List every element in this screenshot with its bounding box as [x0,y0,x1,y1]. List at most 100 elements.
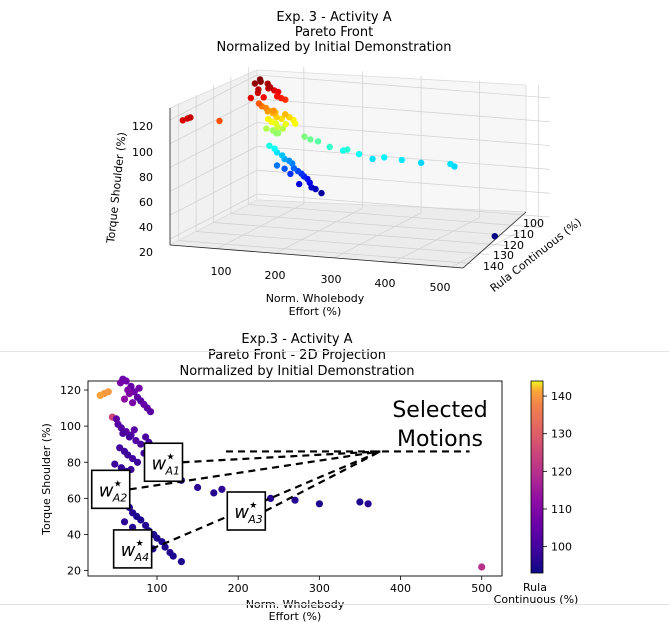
scatter-3d-point [355,150,363,158]
selected-motion-w: w [99,480,114,501]
grid-line-3d [213,222,507,246]
scatter-2d-point [119,429,127,437]
scatter-2d-point [96,391,104,399]
scatter-2d-point [137,516,145,524]
grid-line-3d [169,122,258,168]
x3d-axis-label-line-1: Norm. Wholebody [266,292,365,305]
pane-side [256,69,527,213]
scatter-2d-point [161,543,169,551]
z-tick-label: 40 [139,221,153,234]
scatter-2d-point [122,377,130,385]
z-tick-label: 80 [139,171,153,184]
selected-motion-w: w [234,502,249,523]
scatter-2d-point [210,489,218,497]
scatter-2d-point [120,395,129,403]
scatter-2d-point [142,521,150,530]
scatter-2d-point [169,552,177,560]
selected-motion-label: w ★ A4 [112,529,153,569]
scatter-3d-point [398,156,405,164]
selected-motion-star: ★ [249,501,257,511]
grid-line-3d [169,146,258,192]
scatter-3d-point [307,136,314,143]
selected-motions-line-2: Motions [397,427,483,452]
scatter-2d-point [218,485,226,493]
selected-motion-star: ★ [166,452,174,462]
grid-line-3d [256,193,551,218]
selected-motion-star: ★ [136,539,144,549]
scatter-3d-point [216,117,223,125]
x3d-axis-label-line-2: Effort (%) [289,305,342,318]
scatter-2d-point [135,384,143,392]
scatter-3d-point [278,115,285,123]
selected-motion-sub: A3 [247,513,263,526]
scatter-3d-point [290,165,298,172]
y3d-tick-label: 120 [503,239,524,252]
scatter-2d-point [117,424,125,432]
scatter-3d-point [279,152,286,159]
axis-3d-x-edge [169,244,464,269]
y3d-tick-label: 100 [523,217,544,230]
scatter-3d-point [314,138,322,145]
scatter-2d-point [104,388,112,396]
y-tick-label: 40 [67,528,81,541]
scatter-3d-point [187,114,194,121]
grid-line-3d [248,204,542,228]
divider-line [0,604,669,605]
grid-line-3d [169,98,258,145]
scatter-3d-point [273,162,281,169]
colorbar-label-line-2: Continuous (%) [494,593,579,606]
chart-3d-title-line-2: Pareto Front [295,25,373,40]
scatter-2d-point [291,496,299,504]
scatter-3d-point [266,142,273,149]
x-tick-label: 200 [228,582,249,595]
grid-line-3d [256,122,551,146]
selected-motion-box [90,469,131,510]
chart-3d: Exp. 3 - Activity A Pareto Front Normali… [104,10,584,318]
y3d-tick-label: 140 [483,260,504,273]
y3d-tick-label: 130 [493,249,514,262]
grid-line-3d [178,240,472,264]
grid-line-3d [230,213,524,237]
selected-motion-box [226,491,267,531]
scatter-2d-point [177,558,185,566]
grid-line-3d [169,169,258,216]
scatter-3d-point [275,129,282,137]
scatter-3d-point [344,146,351,153]
scatter-3d-point [381,154,388,161]
grid-3d [169,66,551,268]
scatter-2d-point [111,460,119,468]
x-tick-label: 400 [390,582,411,595]
x2d-axis-label: Norm. Wholebody Effort (%) [246,598,345,622]
scatter-3d-points [179,76,498,240]
selected-motions-line-1: Selected [392,398,487,423]
selected-motion-sub: A2 [112,491,128,504]
chart-3d-title-line-3: Normalized by Initial Demonstration [217,40,452,55]
selected-motion-w: w [121,540,136,561]
scatter-2d-point [146,408,155,416]
selected-motion-label: w ★ A3 [226,491,267,531]
axis-3d-y-edge [462,211,527,269]
scatter-3d-point [247,94,255,102]
y2d-axis-label: Torque Shoulder (%) [40,423,53,536]
x-tick-label: 100 [147,582,168,595]
scatter-2d-point [194,483,202,492]
scatter-3d-point [265,115,272,123]
selected-motion-star: ★ [114,479,122,489]
z-tick-label: 20 [139,246,153,259]
scatter-2d-point [129,455,137,463]
x2d-axis-label-line-2: Effort (%) [269,610,322,622]
scatter-2d-point [142,433,150,441]
scatter-2d-point [315,500,323,508]
scatter-3d-point [270,107,277,114]
selected-motion-w: w [151,453,166,474]
chart-2d-title-line-1: Exp.3 - Activity A [241,332,352,347]
colorbar-label-line-1: Rula [523,581,547,594]
z-tick-label: 60 [139,196,153,209]
colorbar-tick-label: 100 [551,541,572,554]
x3d-tick-label: 400 [375,277,396,290]
selected-motion-connector [264,450,381,512]
selected-motion-sub: A1 [164,464,180,477]
scatter-2d-point [267,494,275,502]
selected-motion-connector [129,450,381,491]
